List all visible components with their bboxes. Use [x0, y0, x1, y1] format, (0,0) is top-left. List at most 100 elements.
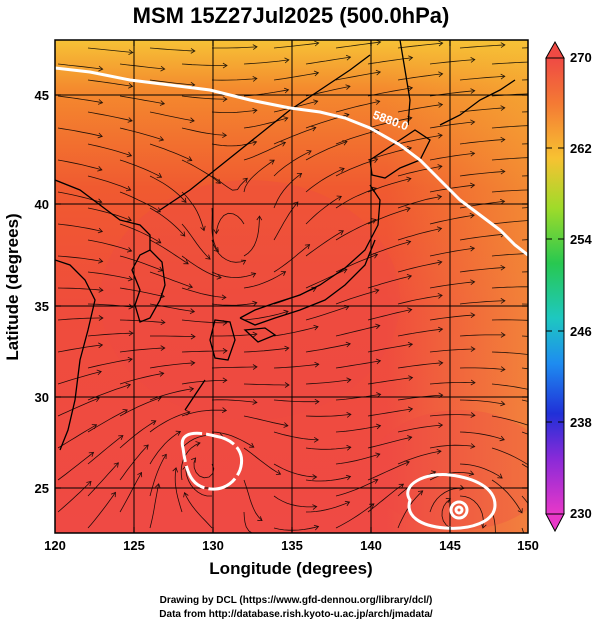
streamline — [491, 511, 496, 533]
streamline-arrowhead — [372, 157, 379, 163]
streamline-arrowhead — [533, 353, 537, 358]
streamline-arrowhead — [346, 412, 352, 418]
streamline-arrowhead — [158, 136, 165, 142]
streamline — [87, 332, 133, 337]
streamline — [367, 483, 404, 513]
streamline-arrowhead — [375, 69, 382, 76]
streamline-arrowhead — [306, 150, 312, 156]
streamline — [273, 526, 319, 531]
streamline-arrowhead — [346, 377, 352, 384]
streamline-arrowhead — [530, 567, 535, 572]
credit-drawing: Drawing by DCL (https://www.gfd-dennou.o… — [160, 595, 433, 606]
streamline — [459, 463, 503, 479]
streamline — [397, 261, 442, 273]
streamline-arrowhead — [213, 247, 219, 253]
colorbar-tick-label: 254 — [570, 232, 592, 247]
streamline-arrowhead — [252, 300, 258, 307]
streamline-arrowhead — [345, 84, 351, 90]
streamline — [181, 350, 228, 353]
streamline-arrowhead — [216, 274, 222, 280]
streamline — [149, 207, 186, 237]
streamline-arrowhead — [284, 57, 290, 64]
streamline — [243, 159, 275, 193]
streamline-arrowhead — [533, 155, 537, 160]
streamline-arrowhead — [156, 238, 162, 244]
streamline-arrowhead — [304, 244, 311, 250]
streamline-arrowhead — [313, 524, 320, 531]
streamline — [87, 79, 133, 87]
streamline-arrowhead — [313, 436, 319, 443]
streamline-arrowhead — [127, 117, 133, 123]
streamline — [459, 44, 505, 49]
streamline-arrowhead — [372, 253, 379, 259]
streamline-arrowhead — [222, 96, 228, 103]
streamline-arrowhead — [284, 345, 290, 352]
streamline — [335, 289, 379, 305]
streamline — [305, 476, 351, 482]
streamline-arrowhead — [500, 42, 506, 48]
streamline — [119, 397, 162, 417]
streamline — [429, 471, 474, 481]
streamline — [335, 41, 381, 49]
streamline-arrowhead — [406, 274, 413, 280]
colorbar-tick-label: 238 — [570, 415, 592, 430]
streamline-arrowhead — [187, 156, 193, 162]
streamline — [57, 223, 103, 232]
streamline — [459, 75, 505, 81]
streamline-arrowhead — [406, 176, 412, 183]
streamline-arrowhead — [88, 451, 95, 457]
colorbar-bottom-arrow — [545, 513, 565, 533]
streamline-arrowhead — [500, 400, 506, 407]
streamline — [87, 111, 133, 122]
streamline-arrowhead — [189, 117, 195, 124]
streamline — [491, 61, 528, 65]
streamline-arrowhead — [533, 218, 537, 223]
streamline-arrowhead — [398, 483, 405, 489]
streamline-arrowhead — [155, 483, 161, 489]
streamline-arrowhead — [314, 361, 320, 368]
coastlines — [55, 40, 516, 451]
streamline — [491, 253, 528, 257]
streamline-arrowhead — [470, 150, 476, 157]
streamline — [211, 302, 257, 306]
streamline — [335, 394, 381, 401]
streamline-arrowhead — [408, 375, 414, 381]
streamline-arrowhead — [500, 198, 506, 205]
streamline-arrowhead — [438, 40, 444, 47]
streamline — [181, 63, 227, 66]
streamline — [335, 71, 381, 81]
streamline — [57, 424, 97, 449]
streamline-arrowhead — [118, 435, 124, 441]
streamline-arrowhead — [438, 360, 444, 366]
streamline-arrowhead — [251, 140, 258, 146]
streamline-arrowhead — [375, 452, 381, 458]
streamline-arrowhead — [531, 424, 536, 429]
streamline-arrowhead — [500, 105, 506, 111]
streamline — [305, 446, 351, 450]
streamline-arrowhead — [375, 99, 381, 105]
streamline — [335, 129, 379, 145]
streamline — [491, 157, 528, 161]
streamline — [459, 300, 505, 305]
streamline — [243, 310, 289, 321]
streamline — [397, 134, 443, 145]
streamline — [459, 139, 505, 145]
streamline-arrowhead — [345, 341, 351, 348]
streamline-arrowhead — [500, 366, 506, 372]
streamline — [87, 175, 131, 191]
streamline — [211, 207, 219, 252]
colorbar-tick-label: 262 — [570, 141, 592, 156]
streamline — [119, 63, 165, 70]
streamline — [335, 425, 381, 433]
streamline — [491, 125, 528, 129]
streamline — [87, 358, 133, 369]
streamline-arrowhead — [346, 444, 352, 451]
streamline — [273, 127, 316, 145]
streamline-arrowhead — [313, 70, 320, 77]
streamline — [57, 371, 102, 385]
streamline — [305, 501, 350, 513]
streamline — [149, 362, 195, 369]
streamline-arrowhead — [190, 457, 197, 463]
streamline-arrowhead — [252, 107, 258, 114]
